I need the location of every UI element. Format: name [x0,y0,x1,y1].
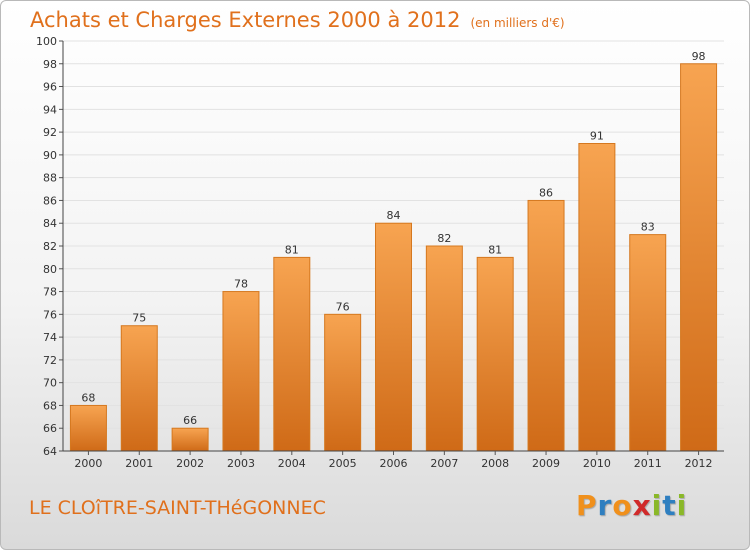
bar-value-label: 75 [132,312,146,325]
bar-value-label: 86 [539,186,553,199]
logo-letter: P [576,489,598,522]
bar-value-label: 82 [437,232,451,245]
y-tick-label: 90 [43,149,57,162]
x-tick-label: 2012 [685,457,713,470]
logo-letter: i [651,489,663,522]
chart-subtitle: (en milliers d'€) [470,16,565,30]
logo-letter: x [632,489,652,522]
y-tick-label: 94 [43,103,57,116]
x-tick-label: 2009 [532,457,560,470]
x-tick-label: 2010 [583,457,611,470]
commune-name: LE CLOîTRE-SAINT-THéGONNEC [29,497,326,519]
logo-letter: i [676,489,688,522]
bar [69,404,107,452]
logo-letter: o [612,489,633,522]
y-tick-label: 66 [43,422,57,435]
bar [578,143,616,452]
x-tick-label: 2005 [329,457,357,470]
bar [120,325,158,452]
y-tick-label: 82 [43,240,57,253]
bar-value-label: 76 [336,300,350,313]
bar [680,63,718,452]
y-tick-label: 96 [43,81,57,94]
bar [324,313,362,452]
x-tick-label: 2004 [278,457,306,470]
x-tick-label: 2008 [481,457,509,470]
x-tick-label: 2007 [430,457,458,470]
bar [425,245,463,452]
bars: 68 75 66 78 81 76 84 82 81 86 91 83 98 [69,50,718,452]
y-tick-label: 72 [43,354,57,367]
chart-title-text: Achats et Charges Externes 2000 à 2012 [30,8,461,32]
bar [375,222,412,452]
bar-value-label: 68 [81,391,95,404]
x-tick-label: 2000 [74,457,102,470]
bar [273,256,311,452]
x-tick-label: 2011 [634,457,662,470]
logo-letter: t [662,489,677,522]
bar-value-label: 66 [183,414,197,427]
y-tick-label: 76 [43,308,57,321]
bar-value-label: 81 [488,243,502,256]
bar [476,256,514,452]
bar-value-label: 98 [692,50,706,63]
y-tick-label: 84 [43,217,57,230]
y-tick-label: 64 [43,445,57,458]
bar-value-label: 78 [234,278,248,291]
y-tick-label: 80 [43,263,57,276]
bar-value-label: 84 [387,209,401,222]
proxiti-logo: Proxiti [576,489,687,522]
y-tick-label: 98 [43,58,57,71]
bar [629,234,667,452]
y-tick-label: 92 [43,126,57,139]
x-tick-label: 2006 [380,457,408,470]
x-tick-label: 2002 [176,457,204,470]
y-tick-label: 88 [43,172,57,185]
y-tick-label: 70 [43,377,57,390]
logo-letter: r [597,489,613,522]
y-tick-label: 100 [36,35,57,48]
x-tick-label: 2003 [227,457,255,470]
bar [222,291,260,452]
y-tick-label: 74 [43,331,57,344]
y-tick-label: 68 [43,399,57,412]
bar-value-label: 81 [285,243,299,256]
bar-value-label: 83 [641,221,655,234]
bar [171,427,209,452]
y-tick-label: 86 [43,194,57,207]
bar [527,199,565,452]
x-tick-label: 2001 [125,457,153,470]
axes: 64 66 68 70 72 74 76 78 80 82 84 86 88 90 92 94 96 98 100 2… [36,35,724,470]
y-tick-label: 78 [43,286,57,299]
bar-value-label: 91 [590,130,604,143]
chart-title: Achats et Charges Externes 2000 à 2012 (e… [30,8,565,32]
